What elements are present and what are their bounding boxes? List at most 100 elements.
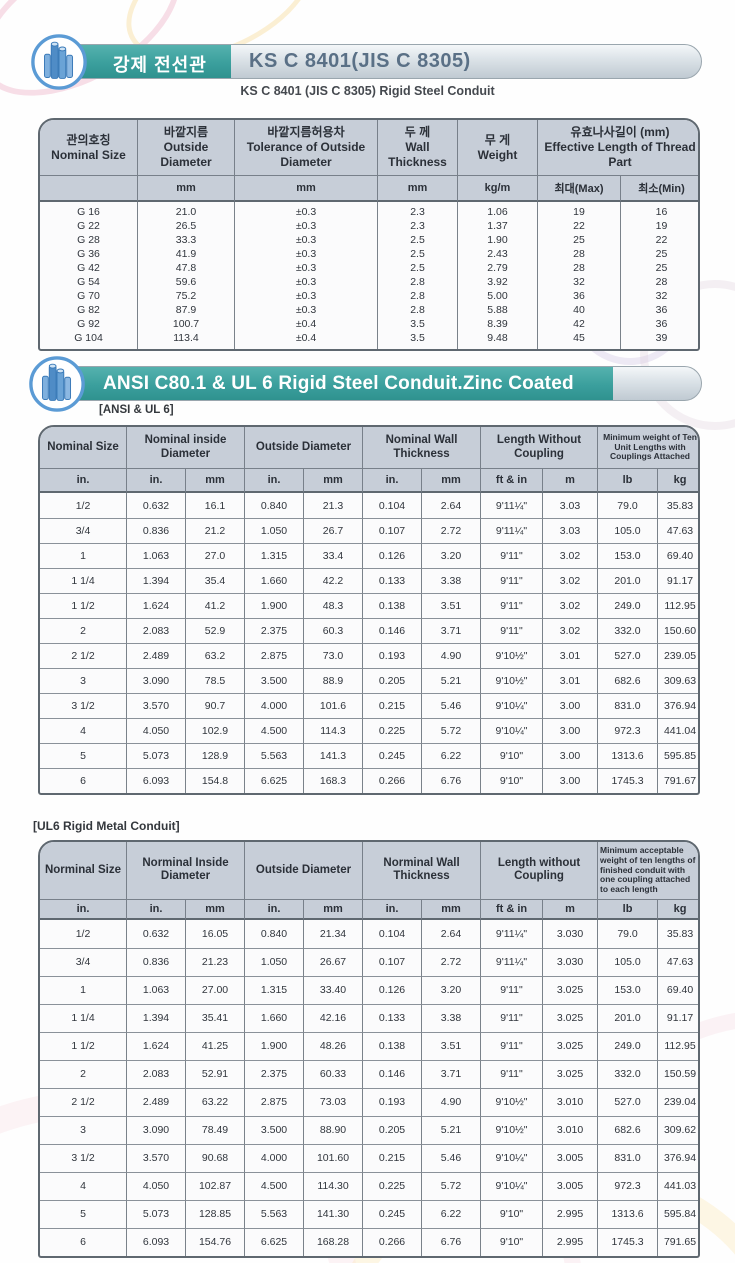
table-cell: 1 1/2 [40,1031,126,1060]
table-cell: 2.083 [126,1059,185,1088]
table-cell: 9'11¼" [480,947,543,976]
table-cell: 9'11" [480,568,543,593]
column-header-korean: 바깥지름허용차 [267,125,345,139]
table-cell: 52.91 [185,1059,244,1088]
table-cell: ±0.4 [234,317,377,331]
table-cell: 9'11" [480,1003,543,1032]
table-cell: 48.26 [303,1031,363,1060]
table-cell: 332.0 [597,618,658,643]
column-header: Length Without Coupling [480,427,598,469]
table-cell: 88.9 [303,668,363,693]
table-cell: G 54 [77,276,100,288]
table-cell: 1.900 [244,1031,303,1060]
table-cell: 0.632 [126,919,185,948]
table-cell: 1 [40,975,126,1004]
table-cell: 1745.3 [597,768,658,793]
table-cell: 150.60 [657,618,698,643]
table-cell: 201.0 [597,568,658,593]
table-cell: 113.4 [137,331,234,349]
table-cell: 1.624 [126,1031,185,1060]
table-cell: 19 [537,202,620,219]
table-cell: 101.60 [303,1143,363,1172]
table-row: 3 3.090 78.5 3.500 88.9 0.205 5.21 9'10½" 3.01 68… [40,668,698,693]
table-cell: 2.875 [244,643,303,668]
table-cell: 1.394 [126,568,185,593]
unit-header: 최소(Min) [620,176,698,202]
table-cell: 0.133 [362,1003,422,1032]
table-cell: 128.9 [185,743,244,768]
unit-header: ft & in [480,899,543,920]
table-cell: 1 1/4 [40,1003,126,1032]
unit-header: mm [137,176,234,202]
unit-header [40,176,137,202]
ks-conduit-table: 관의호칭 Nominal Size 바깥지름 Outside Diameter 바깥지름… [40,120,698,349]
unit-header: in. [126,469,185,493]
table-cell: 2.489 [126,1087,185,1116]
table-cell: 3 [40,668,126,693]
table-cell: 4.500 [244,718,303,743]
ul6-rigid-metal-tag: [UL6 Rigid Metal Conduit] [33,819,180,833]
table-cell: 3.090 [126,1115,185,1144]
table-cell: 19 [620,219,698,233]
table-cell: 0.133 [362,568,422,593]
table-cell: 682.6 [597,668,658,693]
table-cell: 91.17 [657,1003,698,1032]
table-cell: 3.02 [542,568,598,593]
table-row: 3 1/2 3.570 90.7 4.000 101.6 0.215 5.46 9'10¼" 3… [40,693,698,718]
table-cell: G 92 [77,318,100,330]
table-cell: 3.030 [542,947,598,976]
column-header: Nominal inside Diameter [126,427,244,469]
table-cell: 141.30 [303,1199,363,1228]
table-cell: 5.21 [421,1115,481,1144]
table-cell: 21.2 [185,518,244,543]
table-cell: 9'11" [480,1031,543,1060]
table-cell: 41.9 [137,247,234,261]
table-cell: 33.4 [303,543,363,568]
ul6-rigid-metal-table-wrap: Norminal Size Norminal Inside Diameter Out… [38,840,700,1258]
column-header: Minimum weight of Ten Unit Lengths with … [597,427,698,469]
table-cell: 9'10" [480,1199,543,1228]
table-cell: 63.2 [185,643,244,668]
unit-header: 최대(Max) [537,176,620,202]
table-cell: 102.87 [185,1171,244,1200]
unit-header: mm [234,176,377,202]
table-cell: 0.245 [362,743,422,768]
table-cell: 75.2 [137,289,234,303]
table-cell: 3.010 [542,1115,598,1144]
column-header-english: Tolerance of Outside Diameter [246,140,366,169]
table-cell: 3.71 [421,618,481,643]
table-cell: 26.5 [137,219,234,233]
table-row: 6 6.093 154.76 6.625 168.28 0.266 6.76 9'10" 2.9… [40,1227,698,1256]
table-cell: 249.0 [597,593,658,618]
table-cell: 16.05 [185,919,244,948]
table-cell: 2 1/2 [40,1087,126,1116]
table-cell: 69.40 [657,543,698,568]
table-cell: 2.3 [377,202,457,219]
unit-header: in. [244,899,303,920]
table-cell: 1313.6 [597,743,658,768]
unit-header: kg [657,469,698,493]
table-cell: 40 [537,303,620,317]
table-cell: 42.16 [303,1003,363,1032]
table-cell: 39 [620,331,698,349]
table-cell: 3.20 [421,975,481,1004]
column-header: 관의호칭 Nominal Size [40,120,137,176]
table-cell: 33.3 [137,233,234,247]
table-cell: 4.050 [126,718,185,743]
column-header-korean: 유효나사길이 (mm) [570,125,670,139]
table-cell: 5.46 [421,693,481,718]
table-cell: 3 1/2 [40,693,126,718]
table-cell: 3.025 [542,1003,598,1032]
ansi-ul6-tag: [ANSI & UL 6] [99,404,174,416]
table-cell: 1.050 [244,947,303,976]
table-row: G 82 87.9 ±0.3 2.8 5.88 40 36 [40,303,698,317]
table-cell: 3.00 [542,768,598,793]
table-cell: 9'10½" [480,1115,543,1144]
table-cell: 3.38 [421,1003,481,1032]
table-cell: 102.9 [185,718,244,743]
table-cell: 3.00 [542,718,598,743]
table-cell: 3.005 [542,1143,598,1172]
table-cell: 42.2 [303,568,363,593]
table-cell: G 22 [77,220,100,232]
